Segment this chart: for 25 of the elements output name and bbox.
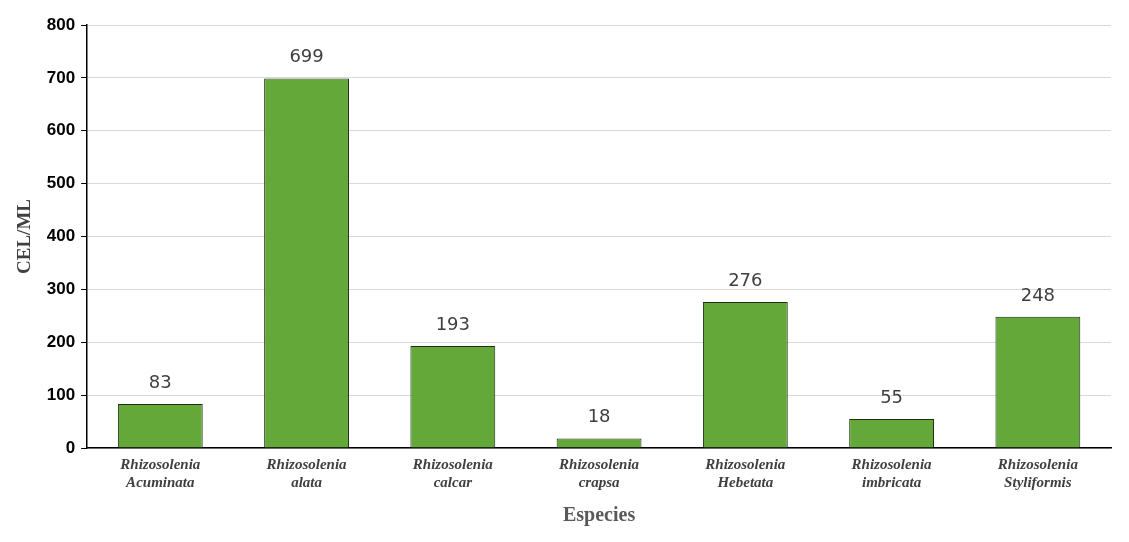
x-axis-title: Especies <box>562 503 636 527</box>
x-tick-label: Rhizosolenia Styliformis <box>996 455 1079 490</box>
data-label: 193 <box>435 312 470 334</box>
y-tick-label: 500 <box>46 173 76 193</box>
x-tick-label: Rhizosolenia imbricata <box>850 455 933 490</box>
data-label: 83 <box>148 370 172 392</box>
y-axis-title: CEL/ML <box>13 199 35 274</box>
x-tick-label: Rhizosolenia crapsa <box>558 455 640 490</box>
data-label: 276 <box>728 268 763 290</box>
y-tick-label: 200 <box>46 331 76 351</box>
y-tick-label: 300 <box>46 279 76 299</box>
x-tick-label: Rhizosolenia alata <box>265 455 348 490</box>
y-tick-label: 700 <box>46 67 76 87</box>
data-label: 55 <box>880 385 904 407</box>
y-tick-label: 600 <box>46 120 76 140</box>
data-label: 248 <box>1020 283 1056 305</box>
data-label: 18 <box>587 405 611 427</box>
y-tick-label: 100 <box>46 384 76 404</box>
y-tick-label: 0 <box>65 437 76 457</box>
x-tick-label: Rhizosolenia Acuminata <box>119 455 201 490</box>
y-tick-label: 800 <box>46 14 76 34</box>
x-tick-label: Rhizosolenia calcar <box>411 455 494 490</box>
x-tick-label: Rhizosolenia Hebetata <box>704 455 786 490</box>
y-tick-label: 400 <box>46 226 76 246</box>
data-label: 699 <box>289 45 324 67</box>
